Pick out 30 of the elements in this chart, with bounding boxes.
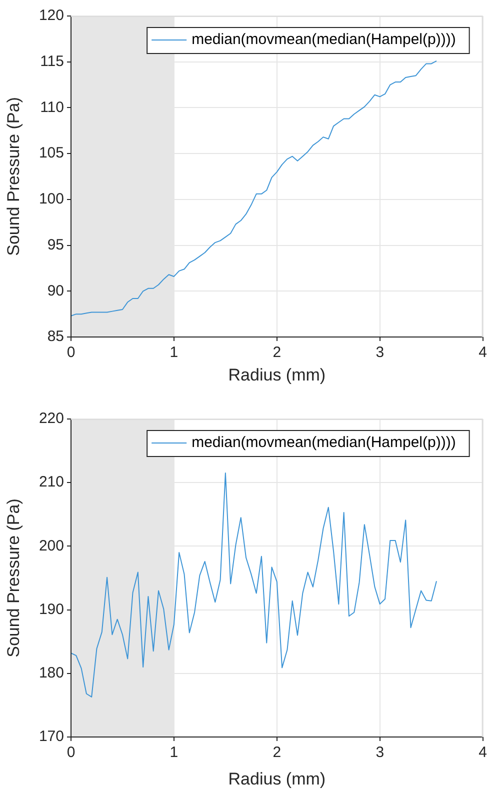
y-tick-label: 100 xyxy=(38,190,64,208)
x-tick-label: 3 xyxy=(376,744,384,762)
x-tick-label: 0 xyxy=(66,344,76,362)
x-tick-label: 1 xyxy=(170,344,178,362)
y-axis-title: Sound Pressure (Pa) xyxy=(4,498,23,658)
x-tick-label: 0 xyxy=(66,744,76,762)
x-tick-label: 4 xyxy=(478,744,487,762)
y-tick-label: 110 xyxy=(40,98,64,116)
x-tick-label: 2 xyxy=(272,744,282,762)
legend-label: median(movmean(median(Hampel(p)))) xyxy=(192,31,456,48)
legend-label: median(movmean(median(Hampel(p)))) xyxy=(192,434,456,452)
x-tick-label: 2 xyxy=(272,344,282,362)
y-tick-label: 90 xyxy=(47,282,64,300)
y-tick-label: 220 xyxy=(38,410,64,428)
y-tick-label: 210 xyxy=(38,474,64,491)
x-tick-label: 4 xyxy=(478,344,487,362)
y-tick-label: 200 xyxy=(38,537,64,554)
x-tick-label: 1 xyxy=(170,744,178,762)
x-tick-label: 3 xyxy=(376,344,384,362)
y-tick-label: 190 xyxy=(38,600,64,618)
y-tick-label: 95 xyxy=(47,236,64,254)
y-tick-label: 85 xyxy=(47,328,64,346)
x-axis-title: Radius (mm) xyxy=(228,769,326,788)
y-axis-title: Sound Pressure (Pa) xyxy=(4,97,23,256)
y-tick-label: 170 xyxy=(38,728,64,746)
x-axis-title: Radius (mm) xyxy=(228,365,326,384)
y-tick-label: 105 xyxy=(38,144,64,162)
y-tick-label: 120 xyxy=(38,7,64,24)
y-tick-label: 180 xyxy=(38,664,64,682)
y-tick-label: 115 xyxy=(40,53,64,70)
